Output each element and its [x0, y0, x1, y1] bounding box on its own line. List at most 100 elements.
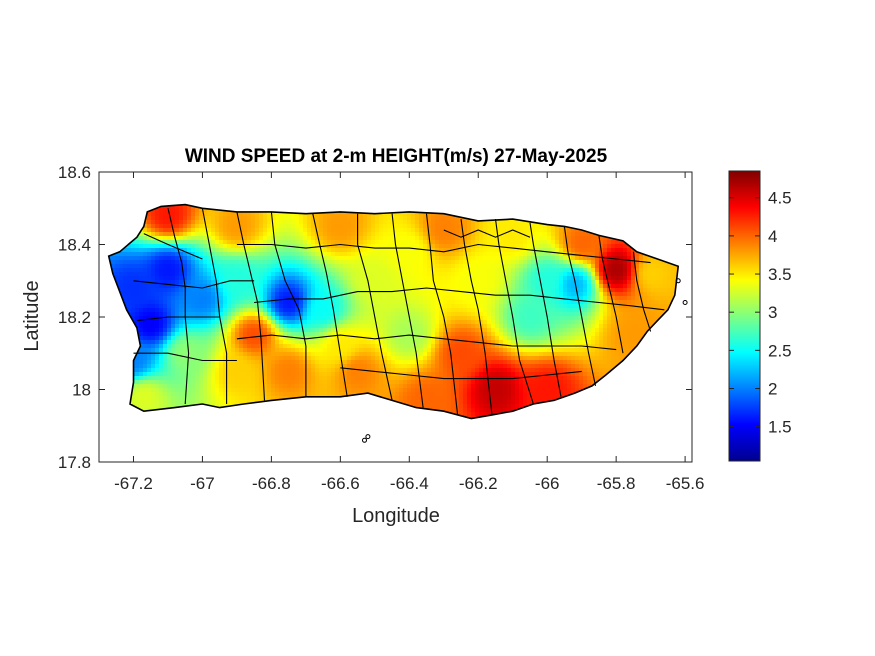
field-cell: [319, 324, 324, 329]
field-cell: [339, 228, 344, 233]
field-cell: [299, 332, 304, 337]
field-cell: [163, 328, 168, 333]
field-cell: [215, 372, 220, 377]
field-cell: [215, 368, 220, 373]
field-cell: [211, 280, 216, 285]
field-cell: [327, 340, 332, 345]
field-cell: [303, 236, 308, 241]
field-cell: [283, 304, 288, 309]
field-cell: [123, 260, 128, 265]
field-cell: [311, 364, 316, 369]
field-cell: [211, 284, 216, 289]
field-cell: [195, 240, 200, 245]
field-cell: [259, 220, 264, 225]
field-cell: [219, 332, 224, 337]
field-cell: [251, 364, 256, 369]
field-cell: [271, 284, 276, 289]
field-cell: [211, 292, 216, 297]
field-cell: [195, 360, 200, 365]
field-cell: [327, 344, 332, 349]
field-cell: [299, 368, 304, 373]
field-cell: [307, 332, 312, 337]
field-cell: [183, 324, 188, 329]
field-cell: [367, 352, 372, 357]
field-cell: [347, 352, 352, 357]
field-cell: [319, 328, 324, 333]
field-cell: [267, 280, 272, 285]
field-cell: [227, 344, 232, 349]
field-cell: [275, 336, 280, 341]
field-cell: [139, 376, 144, 381]
field-cell: [323, 248, 328, 253]
field-cell: [179, 336, 184, 341]
field-cell: [351, 288, 356, 293]
field-cell: [315, 296, 320, 301]
field-cell: [155, 336, 160, 341]
field-cell: [299, 268, 304, 273]
field-cell: [355, 332, 360, 337]
field-cell: [251, 308, 256, 313]
field-cell: [323, 372, 328, 377]
field-cell: [335, 388, 340, 393]
field-cell: [291, 360, 296, 365]
field-cell: [367, 304, 372, 309]
field-cell: [279, 268, 284, 273]
field-cell: [211, 304, 216, 309]
field-cell: [239, 292, 244, 297]
field-cell: [299, 340, 304, 345]
field-cell: [175, 392, 180, 397]
field-cell: [287, 388, 292, 393]
field-cell: [303, 288, 308, 293]
field-cell: [239, 340, 244, 345]
field-cell: [211, 316, 216, 321]
field-cell: [131, 256, 136, 261]
field-cell: [203, 376, 208, 381]
field-cell: [323, 324, 328, 329]
field-cell: [123, 268, 128, 273]
field-cell: [147, 232, 152, 237]
field-cell: [255, 220, 260, 225]
field-cell: [371, 280, 376, 285]
field-cell: [311, 284, 316, 289]
field-cell: [155, 388, 160, 393]
field-cell: [263, 228, 268, 233]
field-cell: [143, 332, 148, 337]
field-cell: [219, 296, 224, 301]
field-cell: [339, 332, 344, 337]
field-cell: [315, 372, 320, 377]
field-cell: [243, 240, 248, 245]
field-cell: [219, 352, 224, 357]
field-cell: [199, 208, 204, 213]
field-cell: [339, 232, 344, 237]
field-cell: [351, 252, 356, 257]
field-cell: [239, 384, 244, 389]
field-cell: [303, 232, 308, 237]
field-cell: [367, 360, 372, 365]
field-cell: [191, 252, 196, 257]
field-cell: [227, 300, 232, 305]
field-cell: [263, 360, 268, 365]
field-cell: [187, 392, 192, 397]
field-cell: [207, 364, 212, 369]
field-cell: [211, 364, 216, 369]
field-cell: [291, 376, 296, 381]
field-cell: [235, 284, 240, 289]
field-cell: [303, 360, 308, 365]
field-cell: [175, 288, 180, 293]
field-cell: [163, 264, 168, 269]
field-cell: [159, 208, 164, 213]
field-cell: [351, 264, 356, 269]
field-cell: [319, 228, 324, 233]
field-cell: [287, 360, 292, 365]
field-cell: [295, 368, 300, 373]
field-cell: [279, 236, 284, 241]
field-cell: [195, 364, 200, 369]
field-cell: [139, 276, 144, 281]
field-cell: [199, 240, 204, 245]
field-cell: [179, 380, 184, 385]
field-cell: [147, 264, 152, 269]
field-cell: [331, 292, 336, 297]
field-cell: [123, 288, 128, 293]
field-cell: [183, 260, 188, 265]
field-cell: [139, 328, 144, 333]
